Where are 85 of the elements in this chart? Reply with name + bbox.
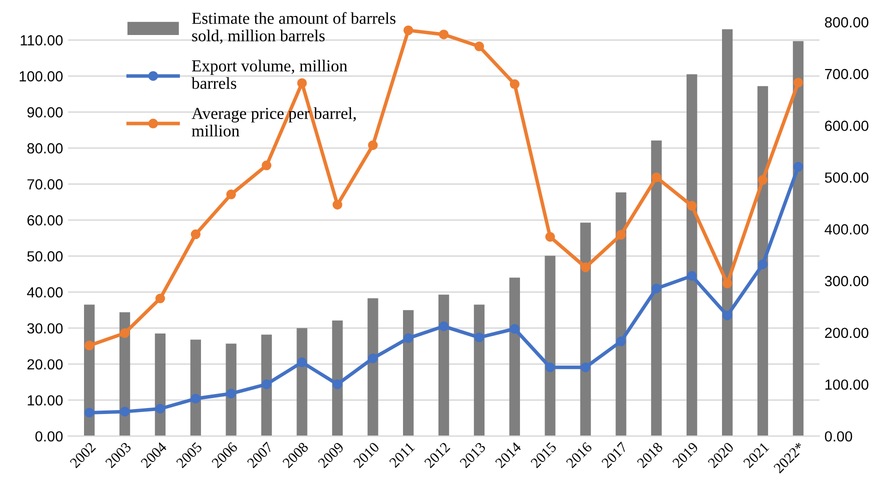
point: [84, 408, 94, 418]
bar: [403, 310, 414, 436]
point: [332, 379, 342, 390]
point: [120, 406, 130, 416]
point: [616, 230, 626, 240]
point: [722, 278, 732, 288]
point: [155, 294, 166, 304]
point: [580, 262, 590, 272]
bar: [686, 74, 698, 436]
point: [84, 340, 94, 350]
y-tick-label: 30.00: [27, 323, 63, 334]
y2-tick-label: 500.00: [824, 172, 868, 183]
point: [474, 332, 484, 342]
y-tick-label: 60.00: [27, 215, 63, 226]
y-tick-label: 100.00: [20, 71, 63, 82]
y-tick-label: 20.00: [27, 359, 63, 370]
point: [155, 404, 166, 414]
bar: [792, 41, 804, 436]
y2-tick-label: 0.00: [824, 431, 852, 442]
point: [687, 200, 697, 211]
point: [652, 284, 662, 294]
bar: [226, 344, 236, 436]
y-tick-label: 90.00: [27, 107, 63, 118]
point: [297, 78, 307, 88]
y2-tick-label: 400.00: [824, 224, 868, 235]
bar: [651, 140, 662, 436]
y-tick-label: 110.00: [20, 35, 63, 46]
point: [226, 190, 236, 200]
point: [793, 78, 804, 88]
bar: [438, 294, 450, 436]
point: [652, 172, 662, 182]
bar: [757, 86, 768, 436]
point: [793, 162, 804, 172]
point: [580, 362, 590, 372]
point: [368, 353, 378, 364]
point: [190, 229, 201, 240]
bar: [616, 192, 626, 436]
y-tick-label: 50.00: [27, 251, 63, 262]
bar: [190, 340, 201, 436]
point: [332, 200, 342, 210]
bar: [368, 298, 378, 436]
point: [510, 79, 520, 90]
y2-tick-label: 100.00: [825, 379, 868, 390]
point: [687, 271, 697, 281]
point: [297, 357, 307, 368]
bar: [332, 320, 343, 436]
y-tick-label: 0.00: [35, 431, 63, 442]
y-tick-label: 10.00: [28, 395, 63, 406]
point: [190, 394, 201, 404]
bar: [296, 328, 308, 436]
point: [722, 310, 732, 320]
point: [403, 25, 414, 36]
y-tick-label: 80.00: [27, 143, 63, 154]
y2-tick-label: 300.00: [824, 276, 868, 286]
bar: [261, 334, 272, 436]
point: [403, 333, 414, 344]
bar: [474, 304, 485, 436]
legend-label: Estimate the amount of barrels sold, million barrels: [192, 12, 396, 44]
point: [438, 30, 449, 40]
point: [474, 42, 484, 52]
y2-tick-label: 600.00: [825, 120, 868, 131]
point: [262, 379, 272, 390]
point: [758, 260, 768, 270]
y-tick-label: 70.00: [27, 179, 63, 190]
point: [545, 362, 555, 372]
point: [616, 336, 626, 346]
point: [758, 175, 768, 185]
bar: [154, 333, 166, 436]
point: [510, 324, 520, 334]
bar: [580, 222, 591, 436]
legend-label: Average price per barrel, million: [192, 107, 356, 136]
point: [120, 328, 130, 338]
bar: [509, 278, 520, 436]
y-tick-label: 40.00: [27, 287, 63, 298]
y2-tick-label: 700.00: [825, 68, 868, 80]
point: [438, 321, 449, 332]
legend-label: Export volume, million barrels: [191, 60, 348, 89]
y2-tick-label: 200.00: [825, 328, 868, 338]
point: [368, 140, 378, 150]
point: [262, 160, 272, 170]
bar: [544, 256, 556, 436]
point: [226, 388, 236, 398]
point: [545, 232, 555, 242]
y2-tick-label: 800.00: [824, 17, 868, 28]
bar: [722, 29, 733, 436]
